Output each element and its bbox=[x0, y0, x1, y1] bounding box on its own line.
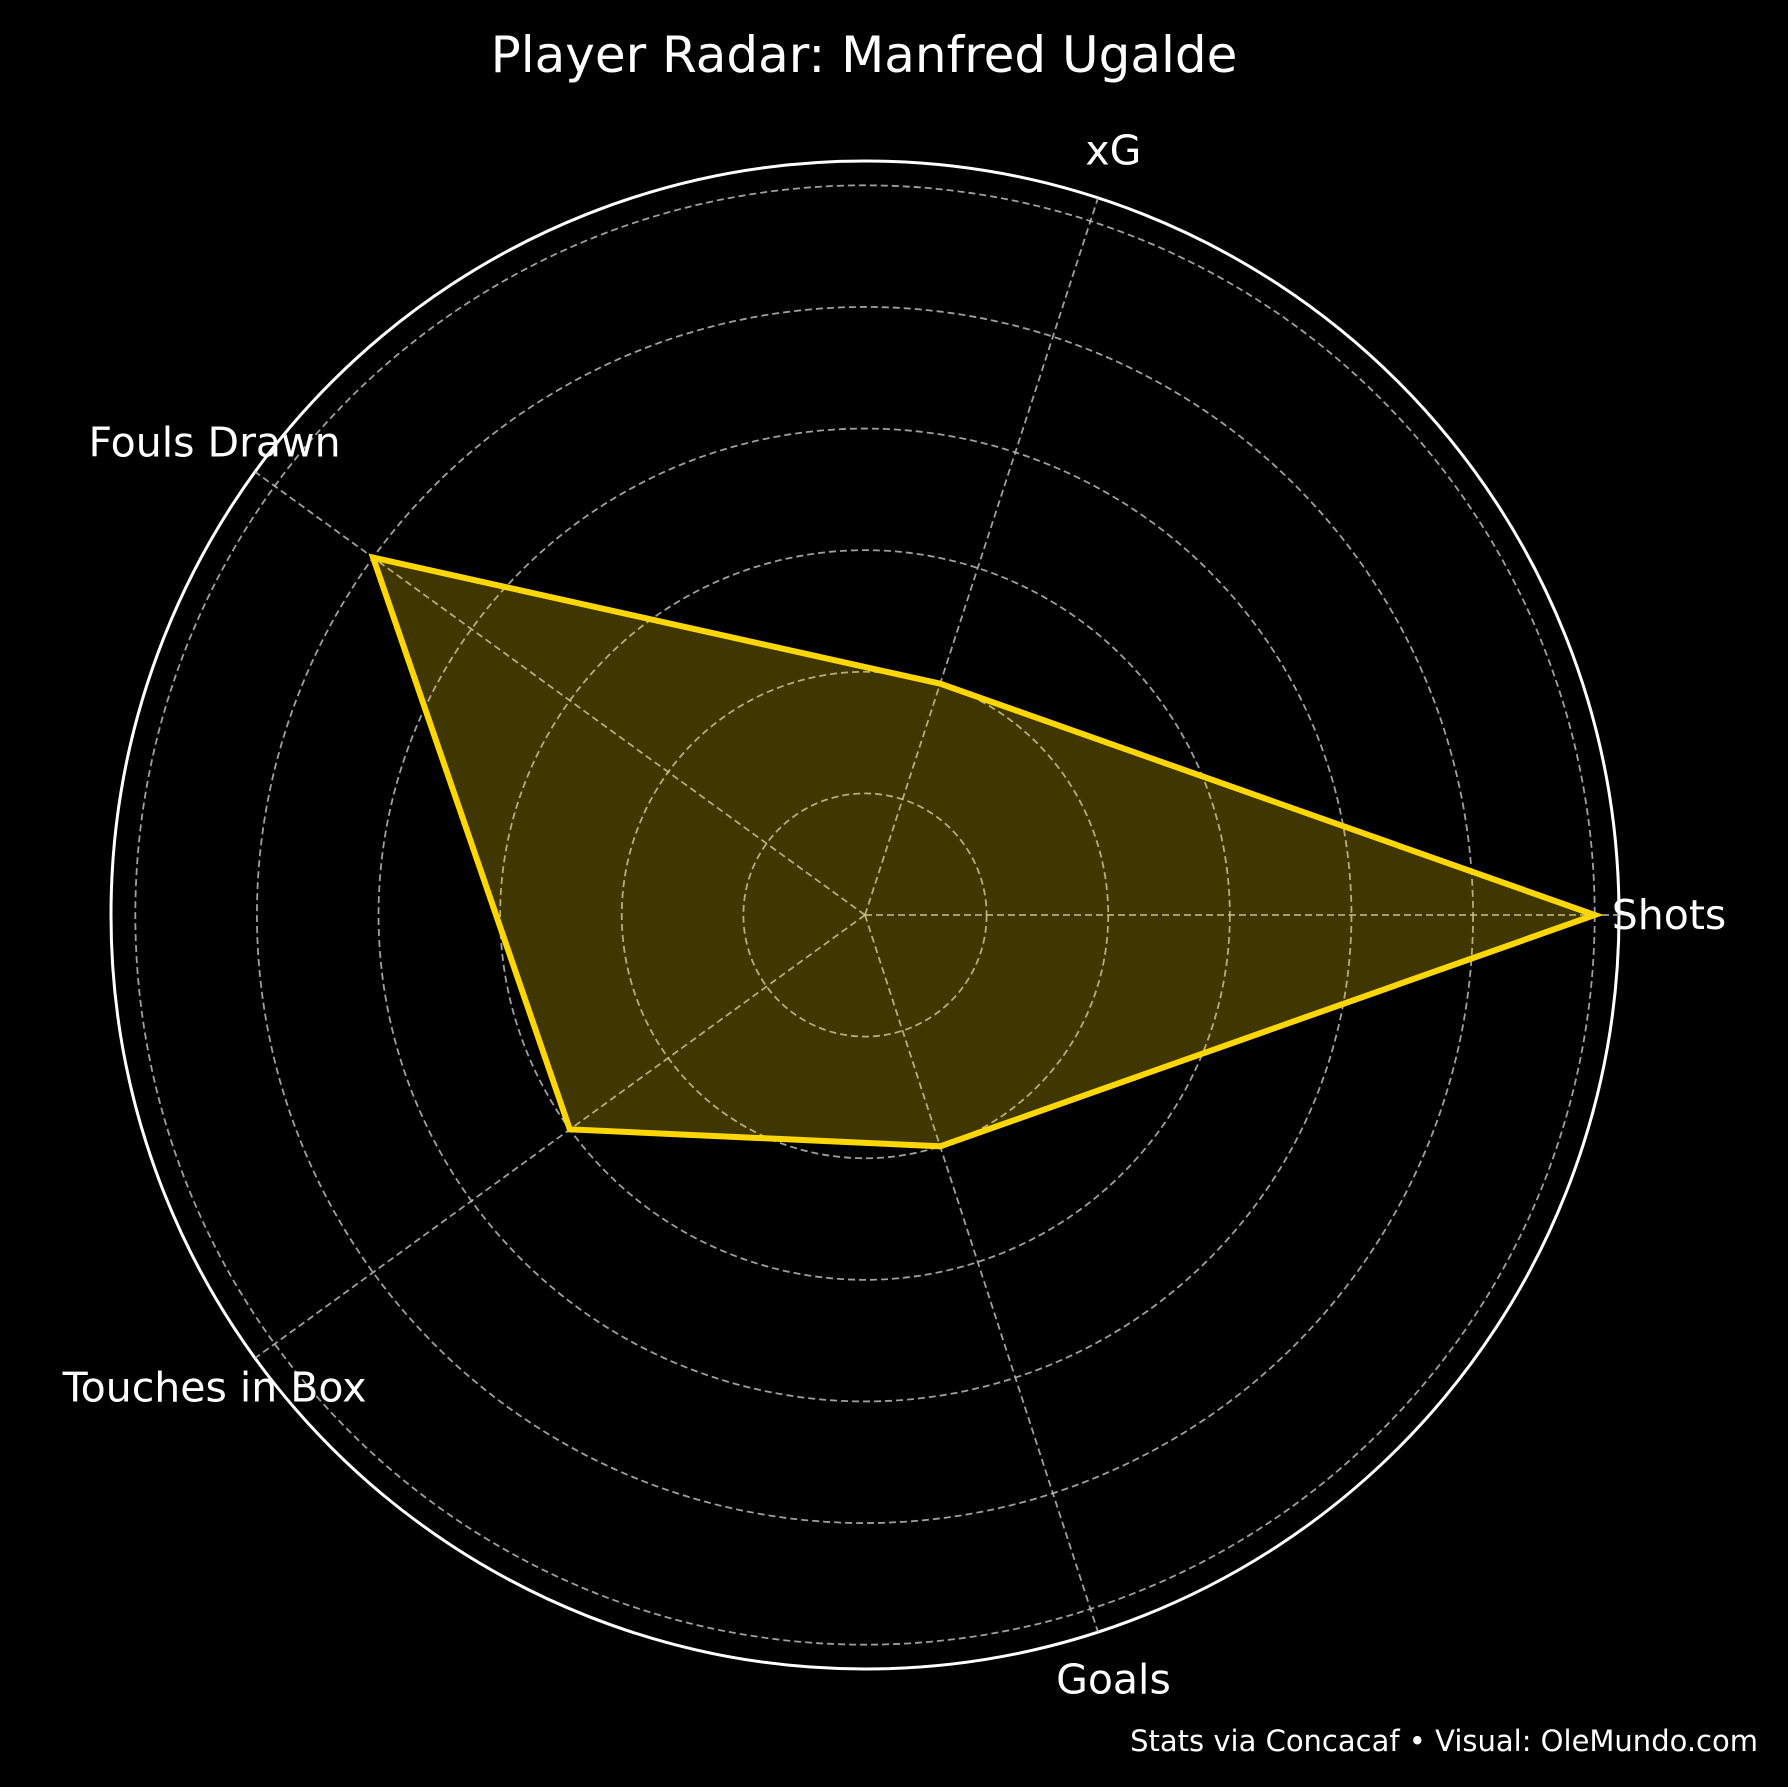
category-label: Goals bbox=[1056, 1656, 1171, 1704]
axis-lines bbox=[254, 197, 1619, 1633]
category-label: Shots bbox=[1612, 891, 1727, 939]
footer-credit: Stats via Concacaf • Visual: OleMundo.co… bbox=[1130, 1724, 1758, 1758]
axis-line bbox=[254, 471, 866, 916]
series-layer bbox=[368, 553, 1604, 1150]
axis-line bbox=[864, 914, 1099, 1633]
series-line bbox=[368, 553, 1604, 1150]
category-labels: Shots xG Fouls Drawn Touches in Box Goals bbox=[62, 126, 1727, 1703]
category-label: Fouls Drawn bbox=[89, 418, 341, 466]
axis-line bbox=[254, 914, 866, 1359]
chart-title: Player Radar: Manfred Ugalde bbox=[491, 26, 1238, 84]
category-label: xG bbox=[1085, 126, 1141, 174]
series-fill bbox=[373, 557, 1595, 1147]
category-label: Touches in Box bbox=[62, 1364, 367, 1412]
axis-line bbox=[864, 197, 1099, 916]
